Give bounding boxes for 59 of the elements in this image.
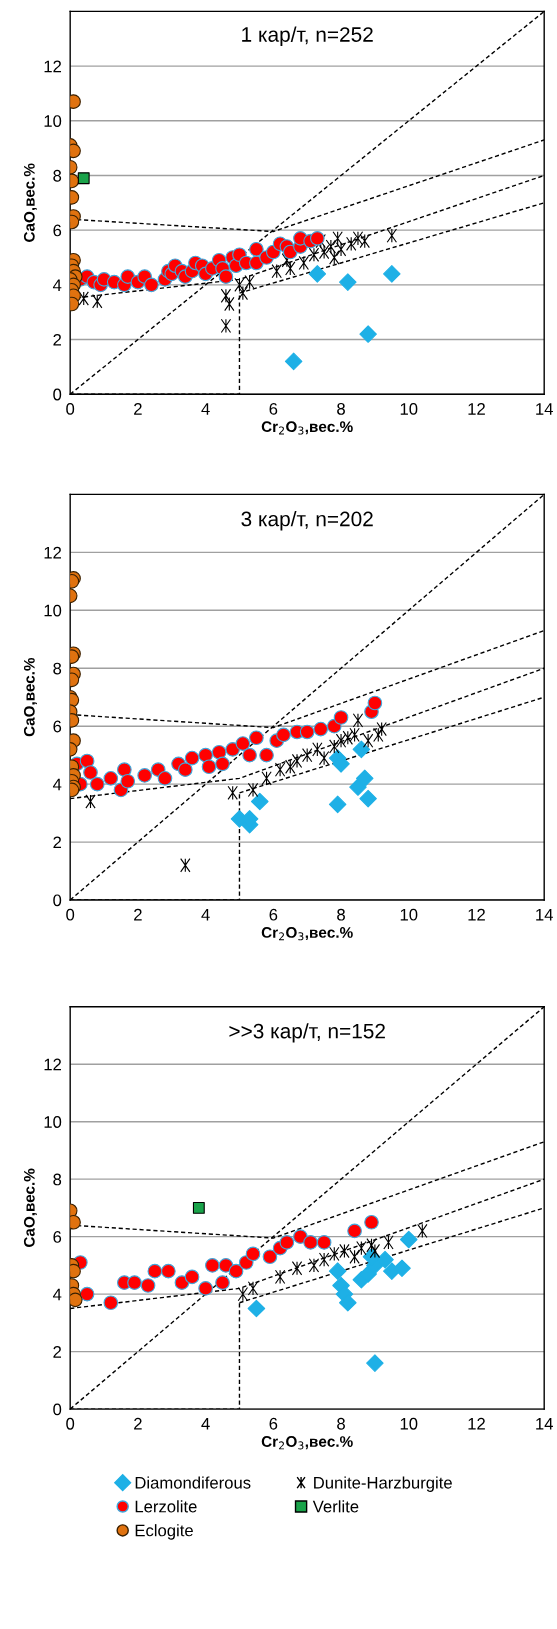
legend-label: Eclogite (135, 1524, 193, 1540)
x-tick-label: 8 (337, 1417, 345, 1430)
x-tick-label: 2 (134, 402, 142, 415)
x-tick-label: 8 (337, 908, 345, 921)
x-tick-label: 2 (134, 908, 142, 921)
y-tick-label: 12 (44, 1058, 62, 1071)
y-tick-label: 12 (44, 546, 62, 559)
y-tick-label: 0 (53, 894, 62, 907)
y-tick-label: 10 (44, 1116, 62, 1128)
y-tick-label: 8 (53, 1173, 62, 1186)
text: 1 кар/т, n=252 (242, 26, 373, 46)
x-tick-label: 14 (536, 908, 553, 921)
x-tick-label: 6 (269, 402, 278, 415)
legend-label: Diamondiferous (135, 1476, 251, 1489)
y-tick-label: 10 (44, 115, 62, 127)
x-tick-label: 0 (66, 1417, 75, 1430)
y-tick-label: 12 (44, 60, 62, 73)
x-tick-label: 14 (536, 403, 553, 415)
x-tick-label: 4 (201, 1418, 210, 1430)
y-tick-label: 6 (53, 720, 62, 733)
y-axis-title: CaO,вес.% (23, 657, 37, 737)
x-tick-label: 14 (536, 1418, 553, 1430)
text: 3 кар/т, n=202 (241, 511, 373, 531)
text: >>3 кар/т, n=152 (229, 1023, 385, 1043)
x-axis-title: Cr$_{2}$O$_{3}$,вес.% (261, 927, 353, 941)
x-tick-label: 12 (468, 1417, 485, 1430)
y-tick-label: 4 (52, 1288, 62, 1301)
x-tick-label: 10 (400, 1417, 418, 1430)
x-tick-label: 10 (400, 402, 418, 415)
x-tick-label: 8 (337, 402, 345, 415)
y-tick-label: 2 (53, 836, 62, 849)
x-tick-label: 12 (468, 908, 485, 921)
x-tick-label: 0 (66, 402, 75, 415)
y-tick-label: 0 (53, 1403, 62, 1416)
x-axis-title: Cr$_{2}$O$_{3}$,вес.% (261, 421, 353, 435)
legend-label: Dunite-Harzburgite (314, 1476, 452, 1492)
y-tick-label: 4 (52, 778, 62, 791)
y-tick-label: 4 (52, 279, 62, 291)
y-tick-label: 2 (53, 333, 62, 346)
y-tick-label: 6 (53, 1231, 62, 1243)
y-axis-title: CaO,вес.% (23, 163, 37, 242)
y-tick-label: 0 (53, 388, 62, 401)
y-tick-label: 2 (53, 1346, 62, 1358)
x-tick-label: 4 (201, 403, 210, 415)
y-tick-label: 10 (44, 604, 62, 617)
y-tick-label: 6 (53, 224, 62, 237)
y-tick-label: 8 (53, 169, 62, 182)
x-tick-label: 6 (269, 908, 278, 921)
x-tick-label: 10 (400, 908, 418, 921)
y-axis-title: CaO,вес.% (23, 1168, 37, 1247)
x-tick-label: 12 (468, 402, 485, 415)
x-tick-label: 0 (66, 908, 75, 921)
x-tick-label: 4 (201, 908, 210, 921)
x-tick-label: 2 (134, 1417, 142, 1430)
x-tick-label: 6 (269, 1417, 278, 1430)
legend-label: Verlite (312, 1500, 359, 1513)
legend-label: Lerzolite (135, 1500, 197, 1513)
y-tick-label: 8 (53, 662, 62, 675)
x-axis-title: Cr$_{2}$O$_{3}$,вес.% (261, 1436, 353, 1450)
